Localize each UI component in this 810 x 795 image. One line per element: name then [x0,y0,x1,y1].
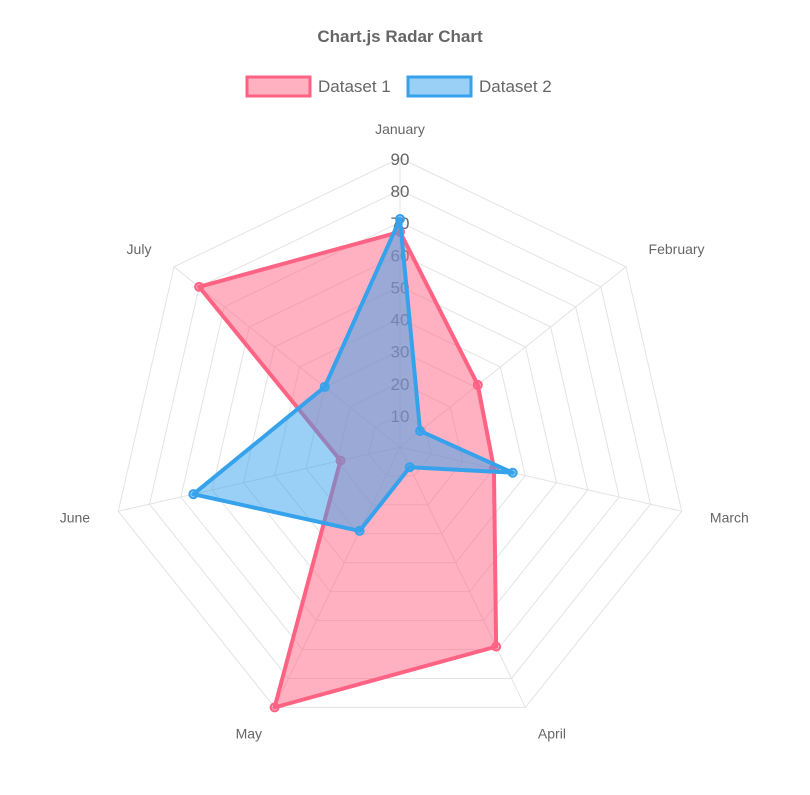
data-point [404,462,415,473]
data-point [194,281,205,292]
axis-label: April [538,725,566,741]
data-point [472,379,483,390]
data-point [354,525,365,536]
axis-label: July [127,241,152,257]
data-point [415,425,426,436]
data-point [188,489,199,500]
tick-label: 80 [391,182,410,201]
data-point [395,214,405,225]
tick-label: 90 [391,150,410,169]
data-point [507,467,518,478]
axis-label: May [236,725,262,741]
legend-label: Dataset 1 [318,77,391,96]
legend-label: Dataset 2 [479,77,552,96]
axis-label: March [710,510,749,526]
axis-label: June [60,510,91,526]
data-point [269,702,280,713]
axis-label: February [649,241,705,257]
data-point [319,381,330,392]
grid-ring [149,189,651,679]
axis-label: January [375,121,425,137]
legend-swatch [245,75,312,98]
grid-ring [117,157,683,708]
dataset-area [191,217,515,533]
legend-swatch [406,75,473,98]
data-point [491,641,502,652]
chart-title: Chart.js Radar Chart [317,27,483,46]
